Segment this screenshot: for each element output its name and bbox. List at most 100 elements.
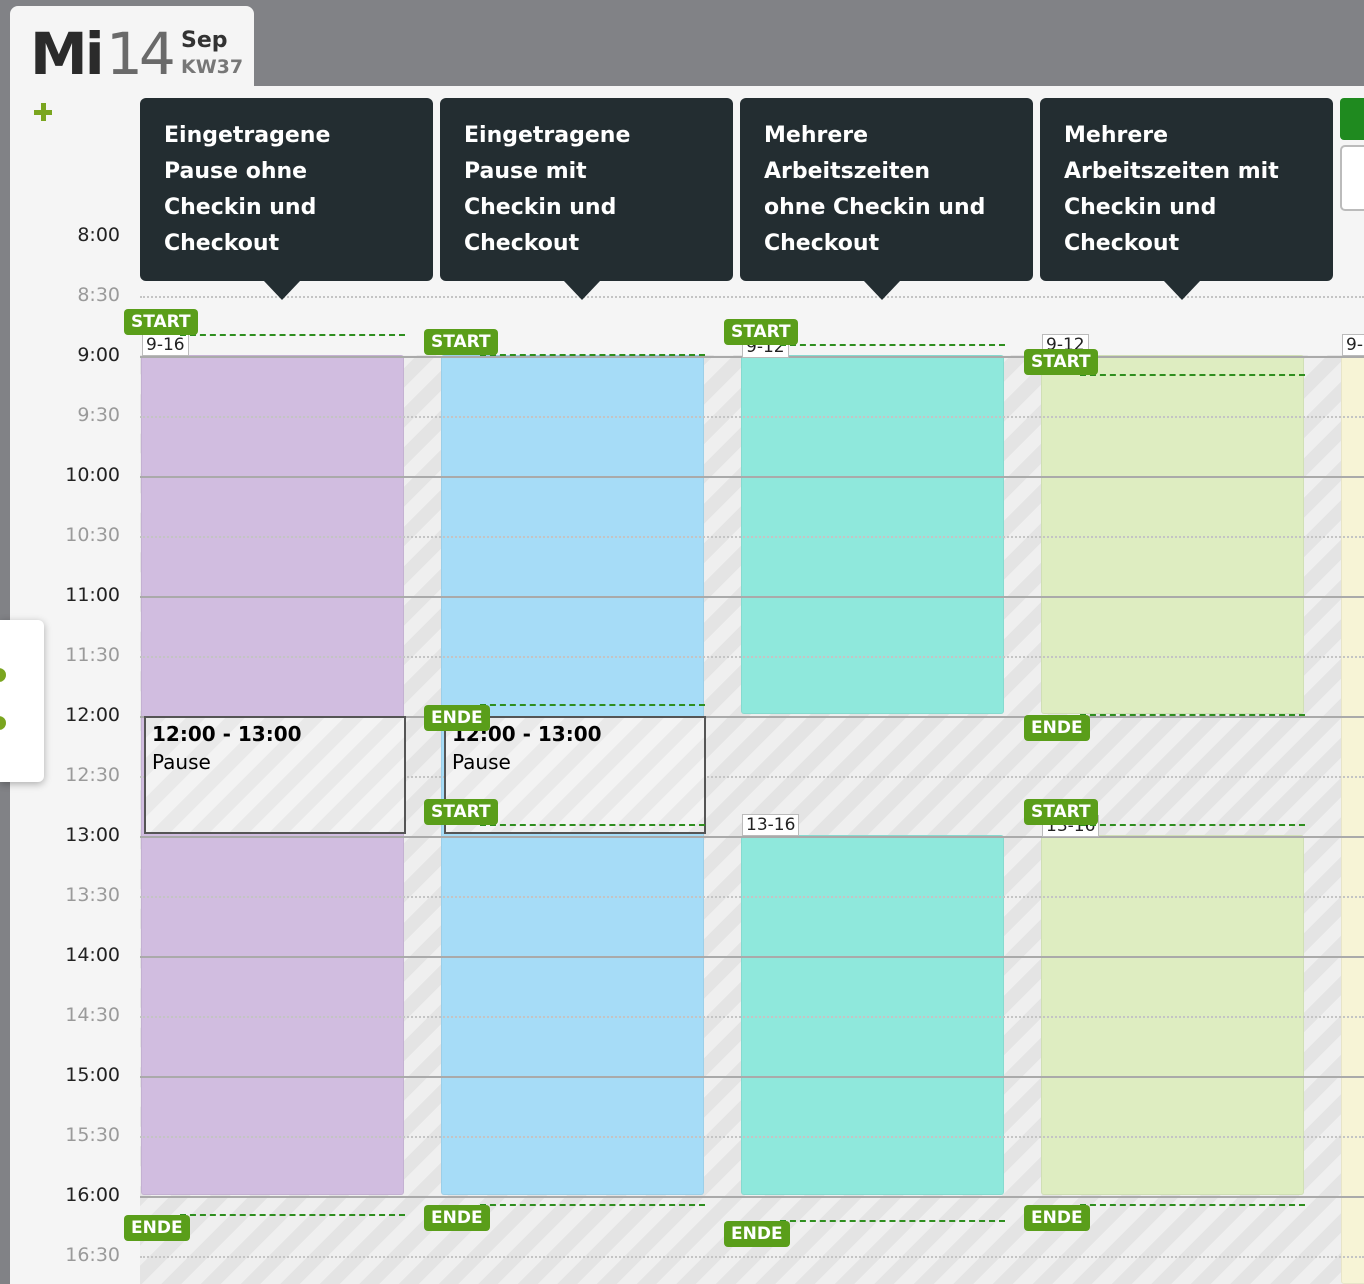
week: KW37 — [181, 56, 244, 78]
hour-line — [140, 1076, 1364, 1078]
half-hour-line — [140, 776, 1364, 778]
marker-label: START — [1024, 349, 1098, 375]
tooltip-arrow — [864, 281, 900, 300]
shift-block — [741, 355, 1004, 714]
time-label: 12:30 — [65, 764, 120, 786]
time-label: 14:00 — [65, 944, 120, 966]
marker-line — [180, 334, 405, 336]
marker-line — [480, 824, 705, 826]
marker-label: ENDE — [1024, 715, 1090, 741]
tooltip-line: Arbeitszeiten mit — [1064, 159, 1279, 184]
marker-label: ENDE — [1024, 1205, 1090, 1231]
panel-dot — [0, 716, 6, 730]
shift-label: 9- — [1342, 334, 1364, 356]
time-label: 10:00 — [65, 464, 120, 486]
tooltip-line: Arbeitszeiten — [764, 159, 931, 184]
tooltip-arrow — [1164, 281, 1200, 300]
shift-block — [1041, 355, 1304, 714]
marker-line — [480, 354, 705, 356]
tooltip-line: Pause ohne — [164, 159, 308, 184]
tooltip-line: Eingetragene — [464, 123, 631, 148]
marker-label: START — [724, 319, 798, 345]
marker-line — [1080, 714, 1305, 716]
pause-box: 12:00 - 13:00 Pause — [144, 716, 406, 834]
time-label: 13:30 — [65, 884, 120, 906]
half-hour-line — [140, 1136, 1364, 1138]
half-hour-line — [140, 536, 1364, 538]
side-button[interactable] — [1340, 98, 1364, 140]
shift-label: 9-16 — [142, 334, 189, 356]
pause-label: Pause — [452, 750, 511, 774]
tooltip: Eingetragene Pause ohne Checkin und Checkou… — [140, 98, 433, 281]
tooltip: Mehrere Arbeitszeiten ohne Checkin und Chec… — [740, 98, 1033, 281]
half-hour-line — [140, 896, 1364, 898]
marker-line — [1080, 824, 1305, 826]
marker-label: START — [424, 329, 498, 355]
tooltip-line: Pause mit — [464, 159, 587, 184]
shift-block — [1341, 355, 1364, 1284]
marker-line — [780, 344, 1005, 346]
half-hour-line — [140, 1016, 1364, 1018]
shift-block — [741, 835, 1004, 1195]
tooltip-line: Checkin und — [464, 195, 617, 220]
marker-label: ENDE — [424, 1205, 490, 1231]
marker-label: START — [424, 799, 498, 825]
time-label: 10:30 — [65, 524, 120, 546]
month: Sep — [181, 28, 228, 53]
half-hour-line — [140, 1256, 1364, 1258]
tooltip-line: Checkout — [764, 231, 880, 256]
day: 14 — [106, 20, 176, 88]
tooltip: Eingetragene Pause mit Checkin und Checkout — [440, 98, 733, 281]
tooltip-line: Checkout — [164, 231, 280, 256]
shift-label: 13-16 — [742, 814, 800, 836]
time-label: 11:30 — [65, 644, 120, 666]
marker-line — [1080, 374, 1305, 376]
marker-line — [480, 1204, 705, 1206]
marker-label: START — [1024, 799, 1098, 825]
pause-time: 12:00 - 13:00 — [152, 722, 302, 746]
marker-label: ENDE — [124, 1215, 190, 1241]
side-panel[interactable] — [0, 620, 44, 782]
half-hour-line — [140, 296, 1364, 298]
tooltip-line: Mehrere — [764, 123, 869, 148]
tooltip-arrow — [564, 281, 600, 300]
panel-dot — [0, 668, 6, 682]
time-label: 15:30 — [65, 1124, 120, 1146]
time-label: 9:00 — [77, 344, 120, 366]
add-icon-bar — [41, 103, 46, 121]
tooltip-line: Checkout — [1064, 231, 1180, 256]
tooltip: Mehrere Arbeitszeiten mit Checkin und Check… — [1040, 98, 1333, 281]
hour-line — [140, 1196, 1364, 1198]
tooltip-line: ohne Checkin und — [764, 195, 986, 220]
weekday: Mi — [30, 20, 105, 88]
tooltip-arrow — [264, 281, 300, 300]
tooltip-line: Mehrere — [1064, 123, 1169, 148]
marker-line — [480, 704, 705, 706]
date-tab: Mi 14 Sep KW37 — [10, 6, 254, 96]
marker-label: ENDE — [724, 1221, 790, 1247]
marker-line — [780, 1220, 1005, 1222]
tooltip-line: Checkin und — [1064, 195, 1217, 220]
half-hour-line — [140, 416, 1364, 418]
time-label: 16:30 — [65, 1244, 120, 1266]
hour-line — [140, 836, 1364, 838]
time-label: 16:00 — [65, 1184, 120, 1206]
half-hour-line — [140, 656, 1364, 658]
hour-line — [140, 596, 1364, 598]
time-label: 8:00 — [77, 224, 120, 246]
time-label: 14:30 — [65, 1004, 120, 1026]
hour-line — [140, 956, 1364, 958]
time-label: 9:30 — [77, 404, 120, 426]
tooltip-line: Checkin und — [164, 195, 317, 220]
time-label: 13:00 — [65, 824, 120, 846]
time-label: 11:00 — [65, 584, 120, 606]
hour-line — [140, 476, 1364, 478]
time-label: 12:00 — [65, 704, 120, 726]
pause-label: Pause — [152, 750, 211, 774]
time-label: 15:00 — [65, 1064, 120, 1086]
tooltip-line: Checkout — [464, 231, 580, 256]
time-label: 8:30 — [77, 284, 120, 306]
marker-label: ENDE — [424, 705, 490, 731]
avatar[interactable] — [1340, 145, 1364, 211]
marker-line — [1080, 1204, 1305, 1206]
